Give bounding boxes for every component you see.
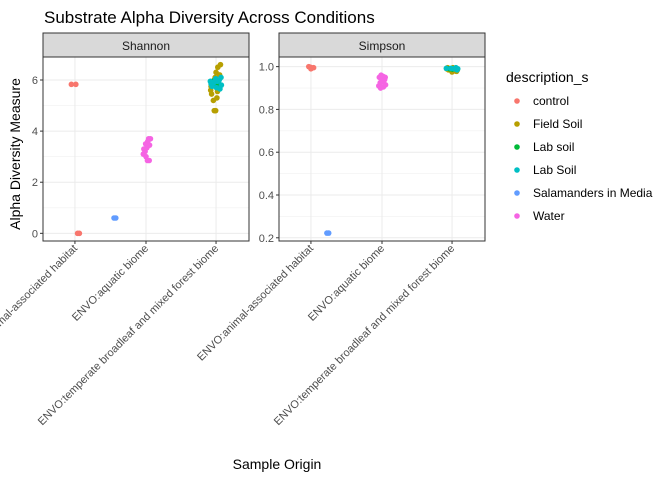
data-point	[217, 86, 223, 92]
y-tick-label: 0.8	[259, 104, 274, 116]
data-point	[212, 107, 219, 114]
x-axis-title: Sample Origin	[233, 456, 322, 472]
legend-item: Salamanders in Media	[514, 186, 653, 200]
x-tick-label: ENVO:animal-associated habitat	[195, 243, 316, 364]
facet-strip-label: Simpson	[359, 39, 406, 53]
data-point	[112, 215, 119, 221]
data-point	[73, 81, 79, 88]
data-point	[310, 64, 317, 71]
y-tick-label: 0.2	[259, 233, 274, 245]
y-tick-label: 0	[32, 228, 38, 240]
legend-item: Field Soil	[514, 117, 582, 131]
legend-item: Lab Soil	[514, 163, 576, 177]
facet-strip-label: Shannon	[122, 39, 170, 53]
legend-item: control	[514, 94, 569, 108]
data-point	[68, 81, 75, 88]
legend-title: description_s	[506, 69, 589, 85]
legend-label: Field Soil	[533, 117, 582, 131]
legend-key	[514, 190, 520, 196]
chart-title: Substrate Alpha Diversity Across Conditi…	[44, 8, 375, 27]
legend-label: control	[533, 94, 569, 108]
data-point	[217, 61, 224, 68]
legend-key	[514, 167, 520, 173]
legend: description_s control Field Soil Lab soil L…	[506, 69, 653, 223]
legend-item: Lab soil	[514, 140, 574, 154]
legend-label: Salamanders in Media	[533, 186, 653, 200]
data-point	[210, 97, 217, 104]
panel-border	[42, 56, 250, 242]
y-tick-label: 0.6	[259, 147, 274, 159]
x-tick-label: ENVO:animal-associated habitat	[0, 243, 80, 364]
panel-border	[278, 56, 486, 242]
y-tick-label: 0.4	[259, 190, 274, 202]
data-point	[325, 230, 332, 236]
x-tick-label: ENVO:aquatic biome	[306, 243, 387, 324]
data-point	[382, 74, 388, 81]
legend-key	[514, 121, 520, 127]
y-tick-label: 1.0	[259, 62, 274, 74]
chart-panels: Shannon 0 2 4 6 ENVO:animal-associated habita…	[0, 32, 486, 428]
y-tick-label: 2	[32, 177, 38, 189]
legend-item: Water	[514, 209, 565, 223]
data-point	[142, 141, 149, 147]
legend-label: Water	[533, 209, 565, 223]
legend-key	[514, 213, 520, 219]
legend-label: Lab soil	[533, 140, 574, 154]
y-tick-label: 6	[32, 75, 38, 87]
legend-key	[514, 98, 520, 104]
y-tick-label: 4	[32, 126, 38, 138]
data-point	[208, 81, 214, 87]
data-point	[454, 67, 460, 73]
data-point	[146, 157, 152, 164]
legend-items: control Field Soil Lab soil Lab Soil Salaman…	[514, 94, 653, 223]
y-axis-title: Alpha Diversity Measure	[7, 78, 23, 230]
data-point	[208, 91, 215, 97]
legend-key	[514, 144, 520, 150]
x-tick-label: ENVO:aquatic biome	[70, 243, 151, 324]
data-point	[218, 74, 224, 81]
facet-strip	[278, 32, 486, 58]
data-point	[380, 84, 387, 90]
panel-shannon: Shannon 0 2 4 6 ENVO:animal-associated habita…	[0, 32, 250, 428]
data-point	[141, 146, 147, 152]
data-point	[76, 230, 83, 237]
legend-label: Lab Soil	[533, 163, 576, 177]
facet-strip	[42, 32, 250, 58]
data-point	[443, 65, 450, 72]
